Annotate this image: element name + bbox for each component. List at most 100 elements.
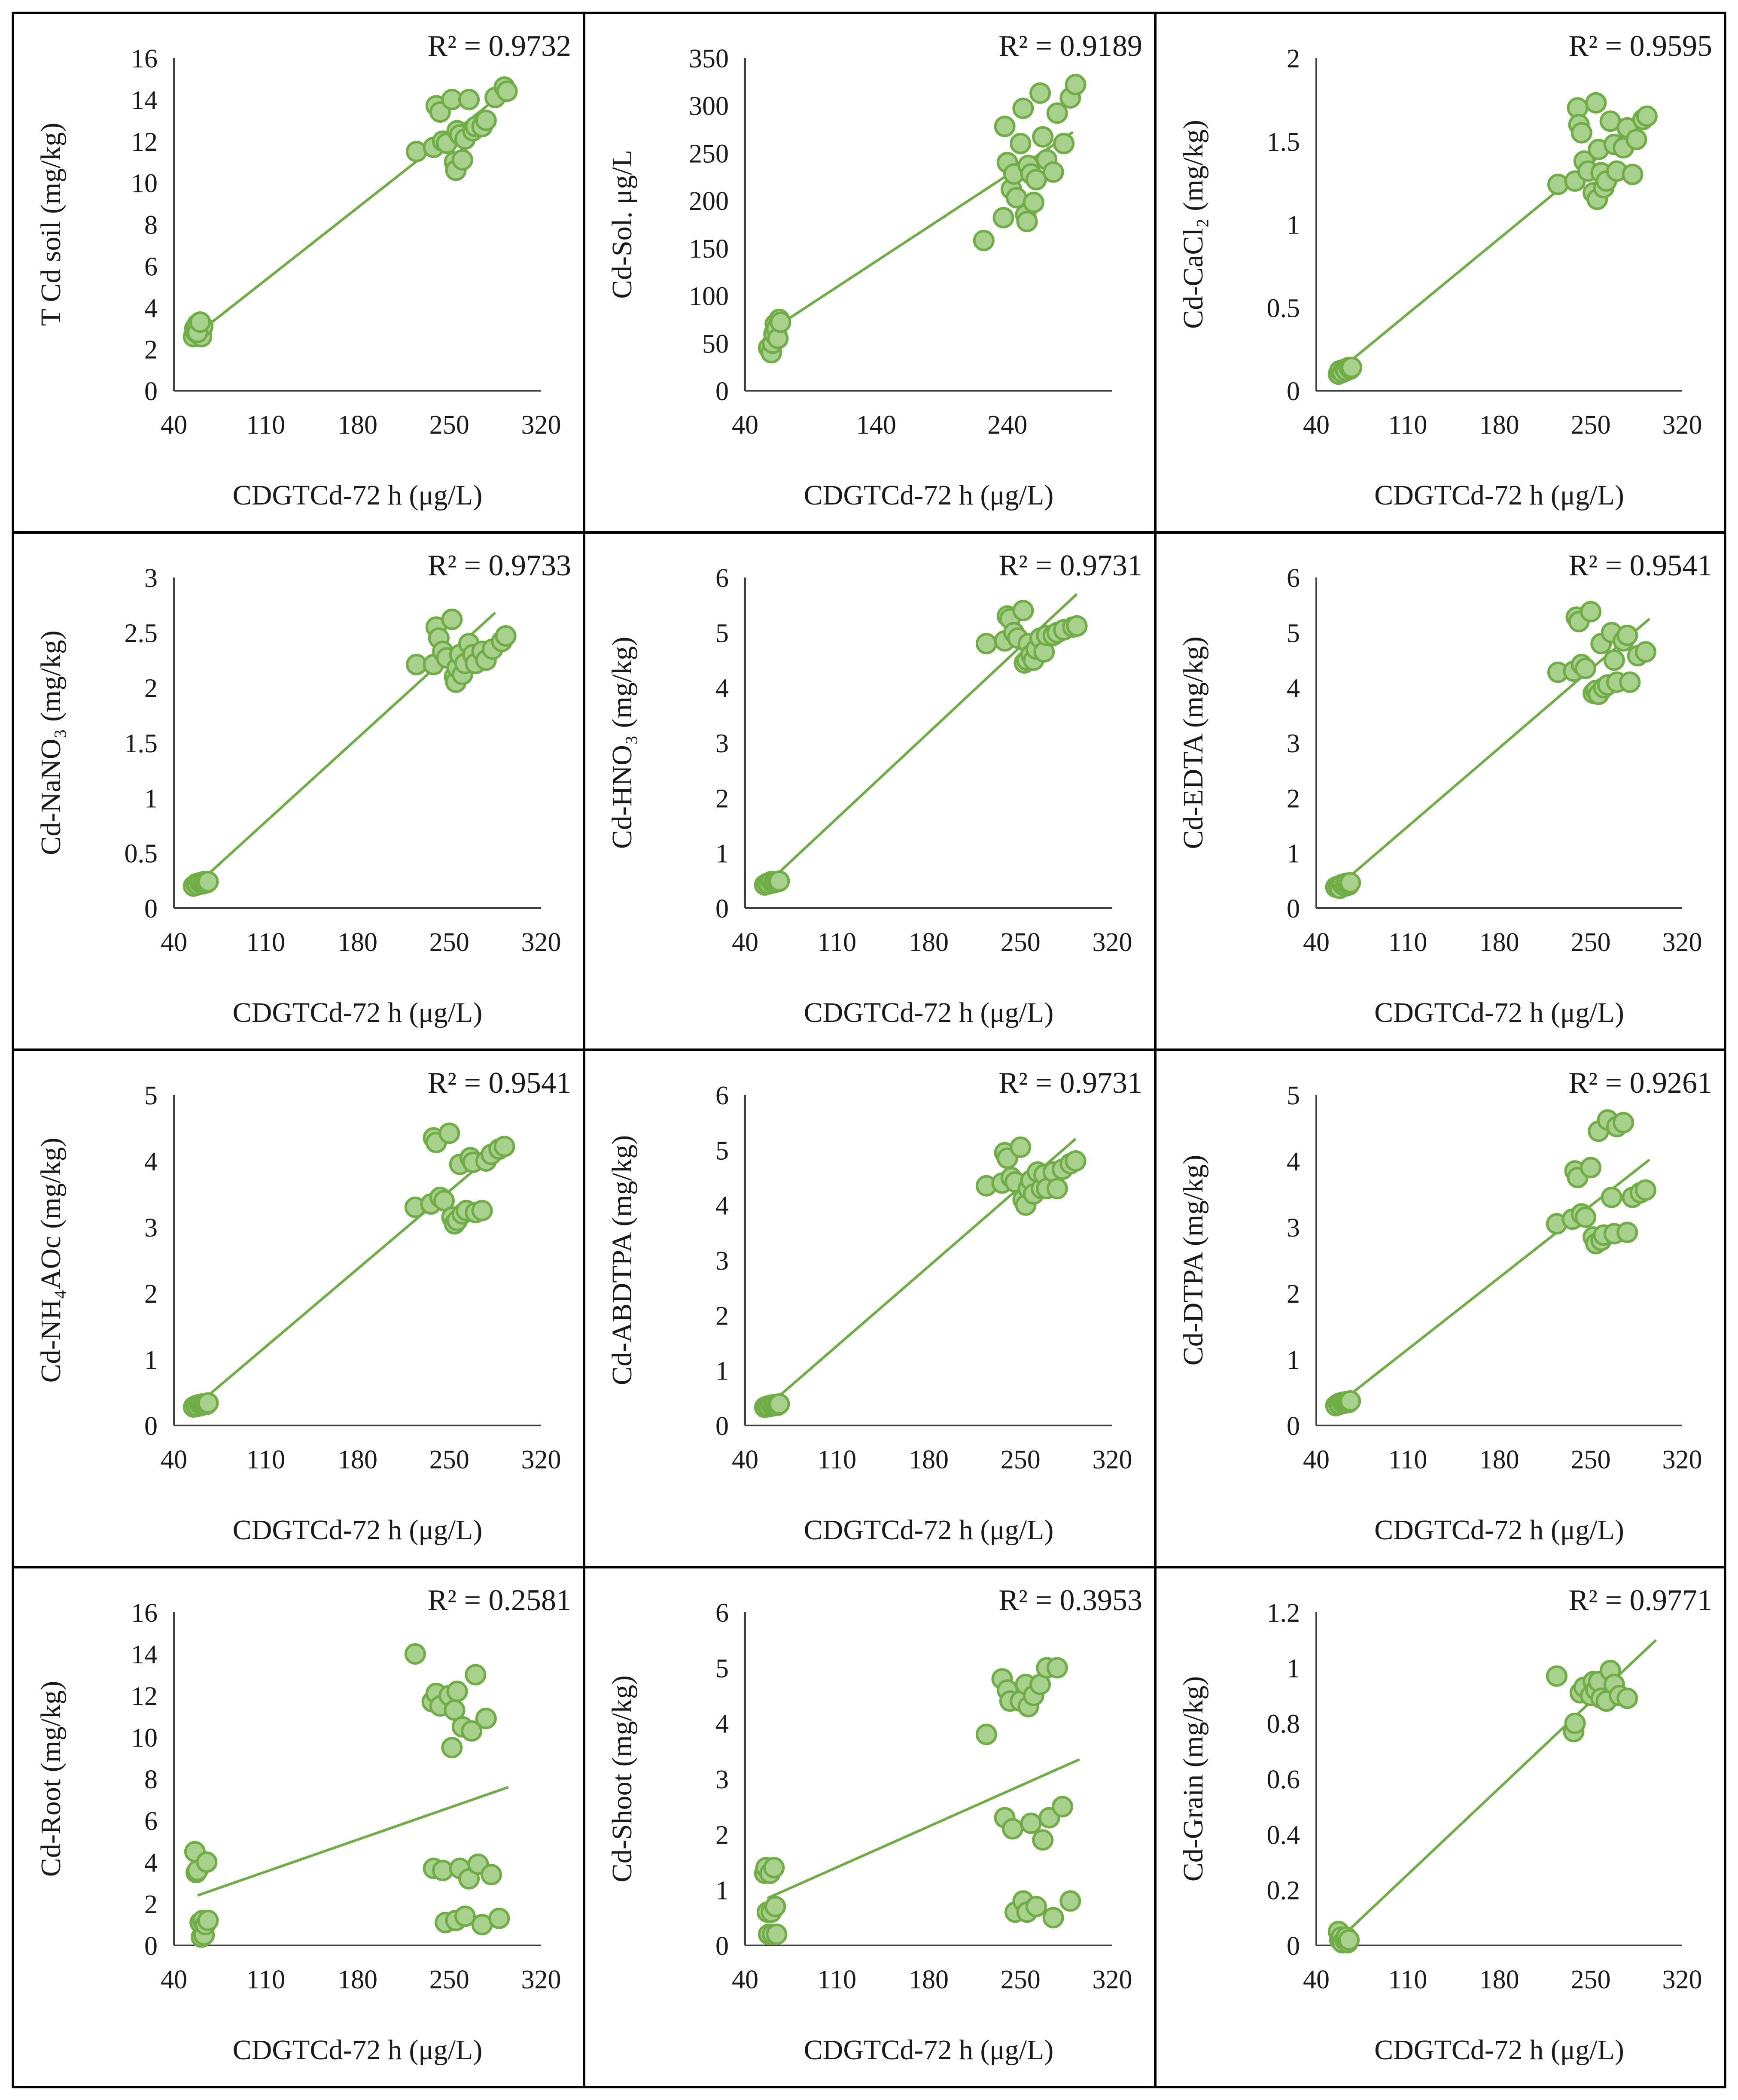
y-tick-label: 0 [715, 1932, 729, 1961]
x-axis-label: CDGTCd-72 h (μg/L) [804, 997, 1054, 1028]
x-axis-label: CDGTCd-72 h (μg/L) [804, 2034, 1054, 2066]
chart-panel-5: 0 1 2 3 4 5 6 40 110 180 250 320 R² = 0.9731 CDGTCd-7… [606, 549, 1142, 1028]
data-point [471, 1200, 493, 1222]
y-tick-label: 4 [715, 1191, 729, 1221]
y-tick-label: 2 [715, 784, 729, 813]
x-tick-label: 110 [1388, 410, 1428, 440]
y-tick-label: 0 [1287, 1412, 1300, 1441]
y-tick-label: 1 [1287, 1654, 1300, 1683]
y-tick-label: 1 [1287, 1346, 1300, 1375]
y-tick-label: 0 [1287, 1932, 1300, 1961]
data-point [475, 1708, 497, 1729]
x-axis-label: CDGTCd-72 h (μg/L) [233, 2034, 483, 2066]
x-tick-label: 320 [1662, 928, 1702, 957]
x-tick-label: 240 [987, 410, 1027, 440]
x-tick-label: 180 [1479, 928, 1519, 957]
x-axis-label: CDGTCd-72 h (μg/L) [804, 480, 1054, 511]
data-point [1338, 1929, 1360, 1951]
data-point [1613, 1112, 1635, 1134]
data-point [1546, 1665, 1568, 1687]
data-point [480, 1864, 502, 1886]
x-tick-label: 320 [521, 1965, 561, 1994]
x-tick-label: 40 [161, 1445, 187, 1474]
data-point [1016, 210, 1038, 232]
r-squared-label: R² = 0.2581 [427, 1584, 571, 1617]
data-point [1032, 1829, 1054, 1851]
x-tick-label: 40 [732, 410, 758, 440]
chart-panel-9: 0 1 2 3 4 5 40 110 180 250 320 R² = 0.9261 CDGTCd-72… [1178, 1067, 1712, 1546]
y-tick-label: 2 [144, 335, 158, 365]
trendline [767, 1758, 1080, 1899]
data-point [1580, 1157, 1601, 1179]
y-tick-label: 4 [144, 1147, 158, 1176]
x-tick-label: 110 [1388, 1965, 1428, 1994]
r-squared-label: R² = 0.9541 [427, 1067, 571, 1100]
y-tick-label: 3 [1287, 729, 1300, 758]
y-tick-label: 0 [144, 377, 158, 406]
r-squared-label: R² = 0.9731 [998, 1067, 1142, 1100]
y-tick-label: 10 [131, 169, 158, 198]
x-tick-label: 180 [909, 1445, 949, 1474]
y-tick-label: 8 [144, 211, 158, 240]
data-point [764, 1896, 786, 1918]
x-tick-label: 110 [817, 1445, 856, 1474]
y-tick-label: 4 [715, 674, 729, 703]
x-tick-label: 250 [429, 410, 469, 440]
data-point [994, 115, 1016, 137]
data-point [1020, 1812, 1042, 1834]
y-tick-label: 5 [144, 1081, 158, 1110]
y-tick-label: 0.5 [125, 839, 158, 869]
data-point [1635, 1179, 1656, 1201]
data-point [196, 1851, 218, 1873]
data-point [1053, 133, 1075, 155]
x-tick-label: 40 [161, 928, 187, 957]
chart-panel-6: 0 1 2 3 4 5 6 40 110 180 250 320 R² = 0.9541 CDGTCd-7… [1178, 549, 1712, 1028]
y-tick-label: 50 [702, 329, 729, 359]
x-tick-label: 180 [1479, 410, 1519, 440]
x-axis-label: CDGTCd-72 h (μg/L) [1374, 1514, 1624, 1546]
data-point [1339, 872, 1361, 893]
r-squared-label: R² = 0.9189 [998, 30, 1142, 63]
y-tick-label: 0 [715, 1412, 729, 1441]
chart-panel-12: 0 0.2 0.4 0.6 0.8 1 1.2 40 110 180 250 320 R² = 0.97… [1178, 1584, 1712, 2066]
x-tick-label: 180 [909, 1965, 949, 1994]
x-axis-label: CDGTCd-72 h (μg/L) [1374, 997, 1624, 1028]
data-point [1001, 1818, 1023, 1840]
chart-panel-10: 0 2 4 6 8 10 12 14 16 40 110 180 250 320 R² = 0.2581 CD… [35, 1584, 571, 2066]
r-squared-label: R² = 0.9733 [427, 549, 571, 582]
data-point [1059, 1890, 1081, 1912]
y-tick-label: 6 [715, 1599, 729, 1628]
data-point [1341, 356, 1363, 378]
y-tick-label: 16 [131, 1599, 158, 1628]
data-point [1066, 615, 1088, 637]
data-point [1029, 82, 1051, 104]
y-tick-label: 300 [689, 92, 729, 121]
y-tick-label: 1 [715, 839, 729, 869]
y-tick-label: 1 [1287, 211, 1300, 240]
data-point [1012, 600, 1034, 621]
r-squared-label: R² = 0.9595 [1568, 30, 1712, 63]
chart-panel-11: 0 1 2 3 4 5 6 40 110 180 250 320 R² = 0.3953 CDGTCd-7… [606, 1584, 1142, 2066]
data-point [1571, 122, 1592, 144]
y-tick-label: 100 [689, 282, 729, 311]
x-tick-label: 250 [1571, 410, 1611, 440]
x-tick-label: 250 [429, 928, 469, 957]
y-tick-label: 0.6 [1267, 1765, 1300, 1794]
data-point [1616, 1687, 1638, 1709]
y-tick-label: 3 [144, 1213, 158, 1243]
chart-panel-3: 0 0.5 1 1.5 2 40 110 180 250 320 R² = 0.9595 CDGTCd… [1178, 30, 1712, 511]
y-tick-label: 3 [715, 729, 729, 758]
x-tick-label: 40 [1303, 1965, 1330, 1994]
y-tick-label: 2 [1287, 784, 1300, 813]
x-tick-label: 110 [246, 1965, 285, 1994]
y-tick-label: 3 [715, 1765, 729, 1794]
data-point [454, 1905, 476, 1927]
y-axis-label: Cd-CaCl₂ (mg/kg) [1178, 120, 1209, 329]
x-tick-label: 250 [429, 1965, 469, 1994]
data-point [1574, 1206, 1596, 1228]
y-tick-label: 6 [715, 564, 729, 593]
data-point [1625, 128, 1647, 150]
y-tick-label: 0.8 [1267, 1710, 1300, 1739]
y-tick-label: 3 [144, 564, 158, 593]
